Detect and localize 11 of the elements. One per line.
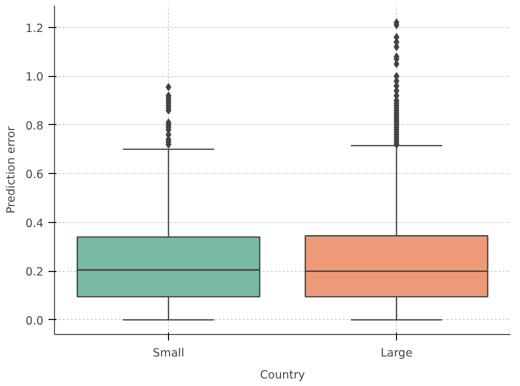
y-tick-label: 0.6: [25, 167, 44, 182]
x-axis-title: Country: [260, 368, 306, 382]
x-tick-label: Small: [152, 346, 184, 360]
y-axis-title: Prediction error: [3, 126, 18, 214]
y-tick-label: 1.0: [25, 70, 44, 84]
y-tick-label: 0.4: [25, 216, 44, 230]
x-tick-label: Large: [380, 346, 412, 360]
y-tick-label: 0.2: [25, 264, 44, 279]
y-tick-label: 1.2: [25, 20, 44, 35]
y-tick-label: 0.0: [25, 313, 44, 328]
y-tick-label: 0.8: [25, 118, 44, 132]
